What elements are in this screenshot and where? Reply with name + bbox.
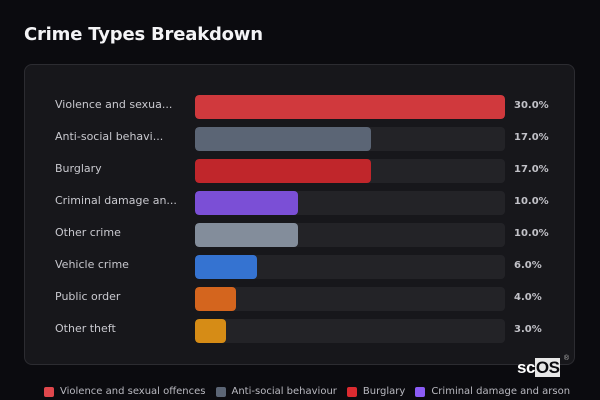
- bar-label: Criminal damage an...: [55, 194, 177, 207]
- bar-row: Burglary 17.0%: [25, 159, 574, 183]
- bar-row: Anti-social behavi... 17.0%: [25, 127, 574, 151]
- bar-track: [195, 319, 505, 343]
- bar-label: Anti-social behavi...: [55, 130, 164, 143]
- bar-value: 10.0%: [514, 228, 549, 239]
- legend-item[interactable]: Criminal damage and arson: [415, 386, 570, 397]
- bar-value: 4.0%: [514, 292, 542, 303]
- bar-value: 17.0%: [514, 132, 549, 143]
- bar-row: Vehicle crime 6.0%: [25, 255, 574, 279]
- bar-row: Public order 4.0%: [25, 287, 574, 311]
- bar-fill[interactable]: [195, 255, 257, 279]
- brand-prefix: sc: [517, 358, 535, 377]
- chart-legend: Violence and sexual offences Anti-social…: [44, 386, 580, 397]
- bar-track: [195, 255, 505, 279]
- legend-item[interactable]: Burglary: [346, 386, 406, 397]
- bar-track: [195, 287, 505, 311]
- legend-swatch: [415, 386, 426, 397]
- bar-fill[interactable]: [195, 319, 226, 343]
- brand-logo: scOS ®: [517, 355, 569, 378]
- bar-fill[interactable]: [195, 223, 299, 247]
- bar-fill[interactable]: [195, 159, 371, 183]
- bar-label: Other crime: [55, 226, 121, 239]
- brand-highlight: OS: [534, 358, 561, 377]
- legend-label: Anti-social behaviour: [231, 386, 337, 397]
- bar-track: [195, 159, 505, 183]
- bar-value: 10.0%: [514, 196, 549, 207]
- bar-label: Public order: [55, 290, 121, 303]
- bar-fill[interactable]: [195, 191, 299, 215]
- bar-label: Other theft: [55, 322, 116, 335]
- bar-row: Other theft 3.0%: [25, 319, 574, 343]
- bar-track: [195, 191, 505, 215]
- bar-label: Burglary: [55, 162, 102, 175]
- legend-swatch: [215, 386, 226, 397]
- bar-row: Criminal damage an... 10.0%: [25, 191, 574, 215]
- bar-track: [195, 95, 505, 119]
- registered-mark: ®: [563, 355, 569, 362]
- chart-panel: Violence and sexua... 30.0% Anti-social …: [24, 64, 575, 365]
- chart-title: Crime Types Breakdown: [24, 24, 263, 45]
- legend-item[interactable]: Violence and sexual offences: [44, 386, 206, 397]
- legend-swatch: [44, 386, 54, 397]
- bar-label: Violence and sexua...: [55, 98, 173, 111]
- bar-value: 30.0%: [514, 100, 549, 111]
- bar-value: 17.0%: [514, 164, 549, 175]
- legend-item[interactable]: Anti-social behaviour: [215, 386, 337, 397]
- bar-row: Violence and sexua... 30.0%: [25, 95, 574, 119]
- legend-label: Violence and sexual offences: [60, 386, 206, 397]
- bar-track: [195, 223, 505, 247]
- bar-track: [195, 127, 505, 151]
- legend-label: Burglary: [362, 386, 406, 397]
- bar-row: Other crime 10.0%: [25, 223, 574, 247]
- bar-fill[interactable]: [195, 127, 371, 151]
- bar-fill[interactable]: [195, 95, 505, 119]
- bar-value: 6.0%: [514, 260, 542, 271]
- bar-fill[interactable]: [195, 287, 237, 311]
- legend-swatch: [346, 386, 357, 397]
- legend-label: Criminal damage and arson: [431, 386, 571, 397]
- bar-label: Vehicle crime: [55, 258, 129, 271]
- bar-value: 3.0%: [514, 324, 542, 335]
